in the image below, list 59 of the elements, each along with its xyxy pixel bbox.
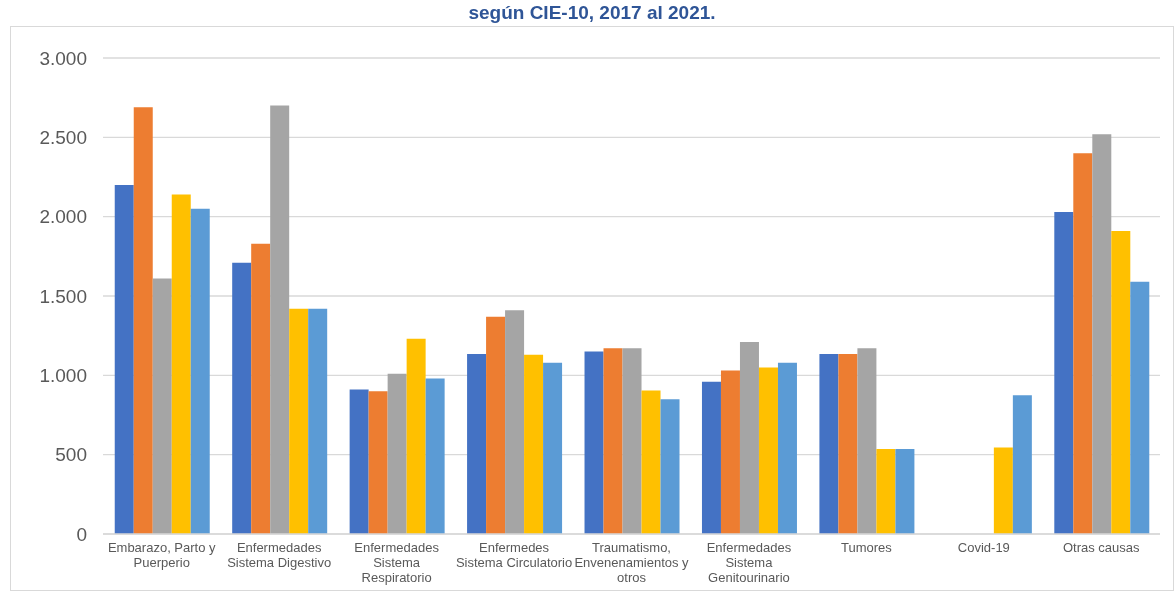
bar [543,362,563,534]
bar [406,338,426,534]
bar [251,243,271,534]
x-tick-label: Enfermedades Sistema Genitourinario [706,540,792,585]
bar [777,362,797,534]
y-tick-label: 2.500 [39,127,87,149]
x-tick-label: Traumatismo, Envenenamientos y otros [574,540,690,585]
y-tick-label: 1.000 [39,365,87,387]
y-tick-label: 500 [55,444,87,466]
bar [1054,211,1074,534]
bar [1073,153,1093,534]
bar [270,105,290,534]
bar [1092,134,1112,534]
bar [584,351,604,534]
bar [993,447,1013,534]
bar [603,348,623,534]
bar [133,107,153,534]
bar [486,316,506,534]
bar [190,208,210,534]
bar [308,308,328,534]
bar [1012,395,1032,534]
y-tick-label: 1.500 [39,285,87,307]
bar [152,278,172,534]
bar [289,308,309,534]
bar [368,391,388,534]
x-tick-label: Covid-19 [957,540,1010,555]
bar [819,353,839,534]
bar [387,373,407,534]
bar [857,348,877,534]
bar [467,353,487,534]
bar [524,354,544,534]
bar [425,378,445,534]
y-tick-label: 0 [76,523,87,545]
bar [720,370,740,534]
bar [622,348,642,534]
bar [660,399,680,534]
bar [1111,230,1131,534]
bar [171,194,191,534]
bar [838,353,858,534]
x-tick-label: Embarazo, Parto y Puerperio [107,540,217,570]
x-tick-label: Enfermedades Sistema Digestivo [227,540,332,570]
bar [701,381,721,534]
x-tick-label: Tumores [840,540,893,555]
bar [1130,281,1150,534]
bar [876,449,896,534]
y-tick-label: 3.000 [39,47,87,69]
x-tick-label: Otras causas [1062,540,1141,555]
bar [114,184,134,534]
bar [895,449,915,534]
chart-title: según CIE-10, 2017 al 2021. [467,2,717,24]
x-tick-label: Enfermedades Sistema Respiratorio [354,540,440,585]
bar [641,390,661,534]
bar [758,367,778,534]
bar [232,262,252,534]
bar [505,310,525,534]
y-tick-label: 2.000 [39,206,87,228]
bar [739,342,759,534]
x-tick-label: Enfermedes Sistema Circulatorio [455,540,573,570]
bar [349,389,369,534]
